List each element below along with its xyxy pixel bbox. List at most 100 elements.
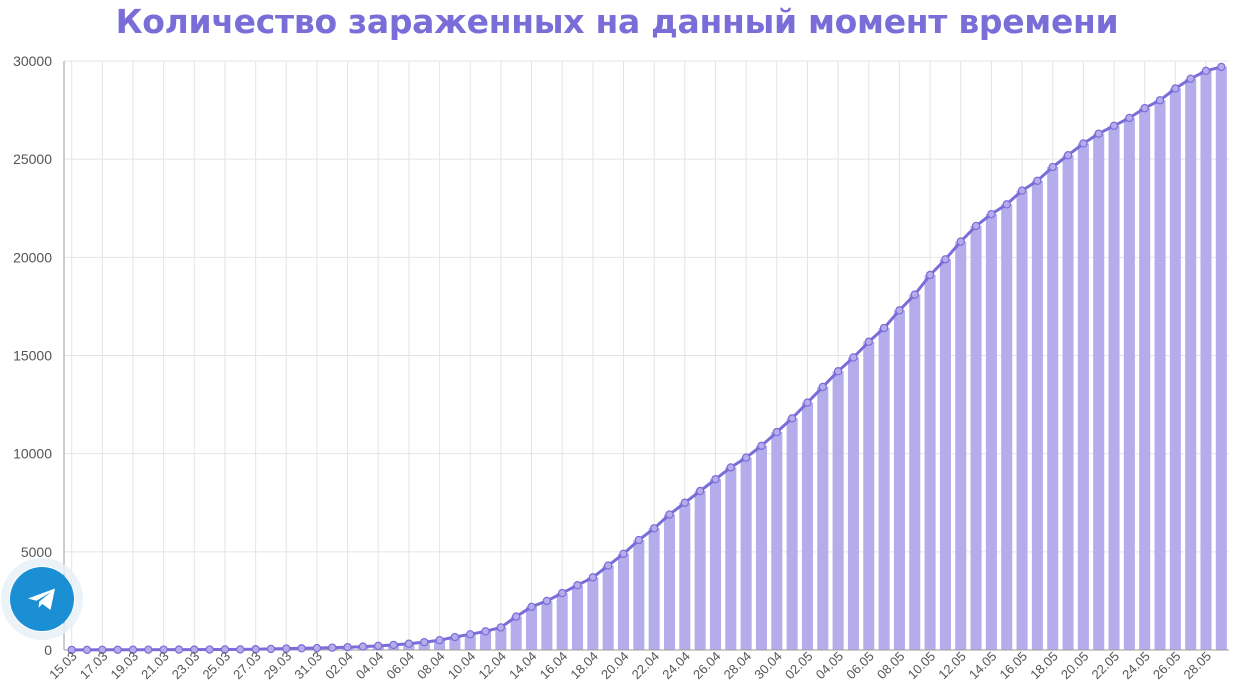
data-point	[726, 463, 736, 472]
data-point	[1140, 103, 1149, 113]
data-point	[236, 645, 245, 654]
chart-title: Количество зараженных на данный момент в…	[115, 2, 1119, 41]
data-point	[128, 645, 138, 654]
data-point	[956, 237, 965, 246]
y-tick-label: 0	[44, 642, 52, 658]
bar	[694, 490, 706, 650]
x-tick-label: 16.05	[997, 649, 1031, 683]
data-point	[389, 640, 398, 650]
bar	[1169, 88, 1181, 650]
data-point	[925, 270, 935, 280]
bar	[464, 634, 476, 650]
data-point	[1186, 74, 1195, 83]
x-tick-label: 17.03	[77, 649, 111, 683]
data-point	[542, 596, 552, 606]
bar	[1077, 143, 1089, 650]
data-point	[174, 645, 184, 654]
x-tick-label: 10.05	[905, 649, 939, 683]
x-tick-label: 06.04	[383, 649, 417, 683]
x-tick-label: 16.04	[537, 649, 571, 683]
bar	[1001, 204, 1013, 650]
data-point	[527, 602, 536, 612]
data-point	[833, 367, 843, 376]
bar	[863, 341, 875, 650]
x-tick-label: 02.05	[782, 649, 816, 683]
data-point	[466, 630, 475, 639]
data-point	[220, 645, 230, 654]
data-point	[1155, 96, 1165, 105]
data-point	[1201, 66, 1211, 76]
bar	[847, 357, 859, 650]
bar	[434, 640, 446, 650]
data-point	[619, 549, 628, 558]
data-point	[603, 561, 613, 570]
bar	[663, 514, 676, 650]
bar	[495, 627, 507, 650]
data-point	[1048, 162, 1057, 172]
series-points	[67, 62, 1226, 655]
x-tick-label: 04.05	[813, 649, 847, 683]
data-point	[98, 645, 107, 655]
data-point	[1002, 200, 1011, 209]
data-point	[987, 209, 996, 219]
data-point	[512, 612, 521, 621]
data-point	[1109, 121, 1119, 130]
data-point	[864, 337, 873, 346]
data-point	[190, 645, 199, 654]
y-tick-label: 20000	[13, 249, 52, 265]
bar	[893, 310, 905, 650]
bar	[725, 467, 737, 650]
y-tick-labels: 0 5000 10000 15000 20000 25000 30000	[13, 53, 52, 658]
bar	[1185, 78, 1197, 651]
data-point	[803, 398, 812, 407]
bar	[740, 457, 752, 650]
bar	[955, 241, 967, 651]
data-point	[343, 642, 352, 652]
bar	[1215, 66, 1227, 650]
x-tick-label: 18.05	[1027, 649, 1061, 683]
data-point	[404, 639, 414, 648]
data-point	[1017, 186, 1027, 195]
data-point	[374, 641, 383, 651]
data-point	[879, 323, 889, 333]
bar	[786, 418, 798, 650]
y-tick-label: 30000	[13, 53, 52, 69]
x-tick-label: 19.03	[107, 649, 141, 683]
bar	[909, 294, 921, 650]
data-point	[282, 644, 291, 653]
data-point	[205, 645, 214, 654]
data-point	[971, 221, 981, 231]
bar	[801, 402, 813, 650]
y-tick-label: 25000	[13, 151, 52, 167]
bar	[1016, 190, 1028, 650]
bar	[1139, 108, 1151, 651]
data-point	[741, 453, 751, 462]
data-point	[895, 306, 904, 315]
data-point	[649, 524, 659, 533]
bar	[939, 259, 951, 650]
bar	[771, 432, 783, 650]
bar	[510, 616, 522, 650]
x-tick-label: 25.03	[199, 649, 233, 683]
data-point	[1217, 62, 1226, 72]
data-point	[67, 645, 76, 655]
data-point	[1171, 84, 1180, 93]
x-tick-label: 18.04	[567, 649, 601, 683]
x-tick-label: 14.04	[506, 649, 540, 683]
bar	[970, 225, 982, 651]
bar	[1108, 125, 1120, 651]
bar	[1047, 167, 1059, 650]
bar	[648, 528, 660, 650]
data-point	[496, 623, 506, 632]
telegram-button[interactable]	[9, 566, 75, 632]
data-point	[297, 644, 306, 653]
data-point	[312, 643, 322, 653]
data-point	[328, 643, 337, 652]
bar	[878, 328, 890, 650]
bar	[480, 631, 492, 650]
data-point	[420, 637, 429, 647]
x-tick-label: 29.03	[261, 649, 295, 683]
x-tick-label: 26.04	[690, 649, 724, 683]
data-point	[695, 486, 705, 496]
